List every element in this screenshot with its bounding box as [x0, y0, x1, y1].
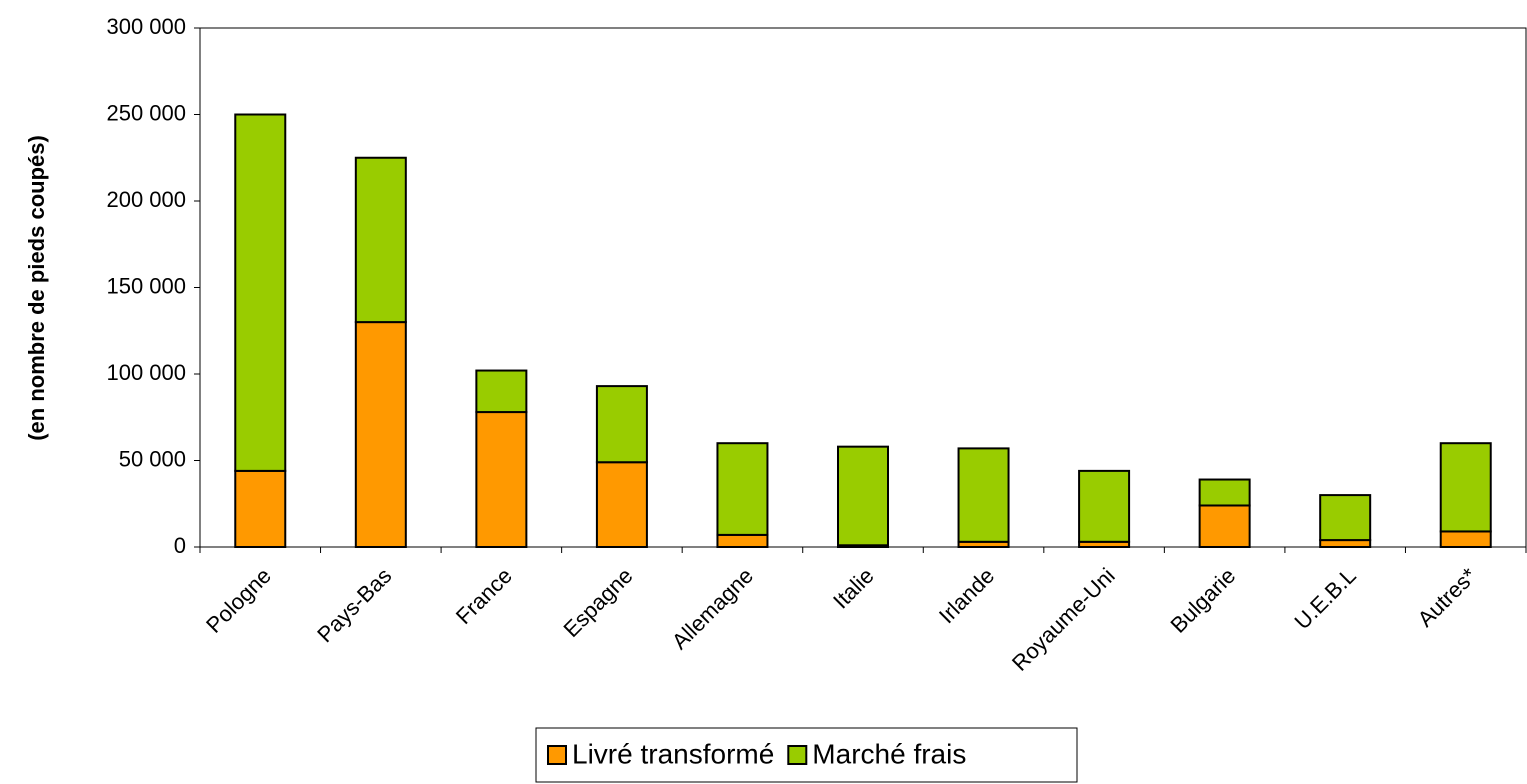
x-tick-label: Pologne — [201, 563, 276, 638]
bar-segment — [716, 442, 769, 536]
bar-segment — [1439, 530, 1492, 548]
bar-segment — [354, 156, 407, 324]
bar-segment — [1439, 442, 1492, 533]
bar-segment — [234, 469, 287, 549]
bar-segment — [1198, 504, 1251, 549]
y-tick-label: 100 000 — [106, 360, 186, 385]
legend-label: Livré transformé — [572, 738, 774, 769]
bar-segment — [595, 385, 648, 464]
bar-segment — [1319, 494, 1372, 542]
x-tick-label: Italie — [828, 563, 879, 614]
x-tick-label: Bulgarie — [1166, 563, 1241, 638]
legend-swatch — [787, 745, 808, 765]
y-tick-label: 300 000 — [106, 14, 186, 39]
bar-segment — [1078, 469, 1131, 543]
x-tick-label: U.E.B.L — [1290, 563, 1361, 634]
y-tick-label: 200 000 — [106, 187, 186, 212]
x-tick-label: France — [451, 563, 517, 629]
x-tick-label: Espagne — [558, 563, 637, 642]
bar-segment — [475, 411, 528, 548]
x-tick-label: Allemagne — [667, 563, 758, 654]
bar-segment — [234, 113, 287, 472]
legend-swatch — [547, 745, 567, 765]
x-tick-label: Royaume-Uni — [1007, 563, 1120, 676]
bar-segment — [1319, 539, 1372, 549]
bar-segment — [957, 447, 1010, 543]
bar-segment — [354, 321, 407, 548]
x-tick-label: Pays-Bas — [312, 563, 396, 647]
bar-segment — [837, 445, 889, 547]
bar-segment — [1198, 478, 1251, 507]
x-tick-label: Autres* — [1413, 563, 1482, 632]
y-tick-label: 250 000 — [106, 100, 186, 125]
y-tick-label: 50 000 — [119, 446, 186, 471]
bar-segment — [475, 369, 528, 414]
bar-segment — [716, 533, 769, 549]
legend-label: Marché frais — [812, 738, 966, 769]
legend-box — [535, 727, 1078, 783]
y-tick-label: 150 000 — [106, 273, 186, 298]
y-tick-label: 0 — [174, 533, 186, 558]
x-tick-label: Irlande — [934, 563, 999, 628]
bar-segment — [595, 461, 648, 549]
y-axis-label: (en nombre de pieds coupés) — [24, 135, 49, 441]
